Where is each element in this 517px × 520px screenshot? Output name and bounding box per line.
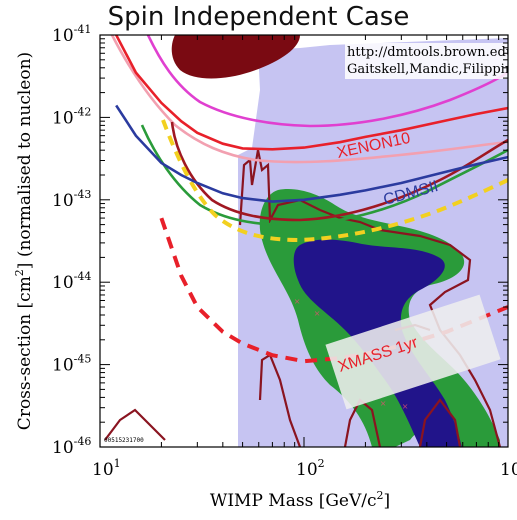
y-tick-label: 10-41 (52, 23, 91, 46)
y-axis-label: Cross-section [cm2] (normalised to nucle… (13, 52, 35, 430)
source-line1: http://dmtools.brown.edu/ (347, 45, 517, 60)
cross-marker: × (380, 398, 386, 410)
source-box (345, 43, 508, 79)
yellow-dashed-curve (161, 119, 508, 243)
plot-area: XMASS 1yr XENON10 CDMSII × × × × http://… (104, 35, 517, 447)
green-curve (140, 124, 508, 227)
series-line-xenon10 (114, 35, 508, 151)
source-line2: Gaitskell,Mandic,Filippini (347, 62, 517, 77)
x-tick-label: 103 (500, 457, 517, 480)
y-tick-label: 10-43 (52, 188, 91, 211)
y-tick-label: 10-46 (52, 435, 91, 458)
x-tick-label: 102 (296, 457, 325, 480)
chart-title: Spin Independent Case (107, 2, 410, 32)
y-tick-label: 10-44 (52, 270, 91, 293)
series-line-cdmsii (115, 104, 508, 203)
cross-marker: × (314, 308, 320, 320)
y-tick-label: 10-42 (52, 105, 91, 128)
dark-red-blob (171, 35, 300, 79)
plot-code: 00515231700 (104, 437, 144, 444)
y-tick-label: 10-45 (52, 353, 91, 376)
cross-marker: × (402, 401, 408, 413)
cross-marker: × (294, 296, 300, 308)
xmass-label-box (325, 294, 501, 410)
x-tick-label: 101 (92, 457, 121, 480)
magenta-curve (146, 35, 508, 128)
pink-curve (110, 35, 508, 164)
x-axis-label: WIMP Mass [GeV/c2] (210, 489, 390, 511)
